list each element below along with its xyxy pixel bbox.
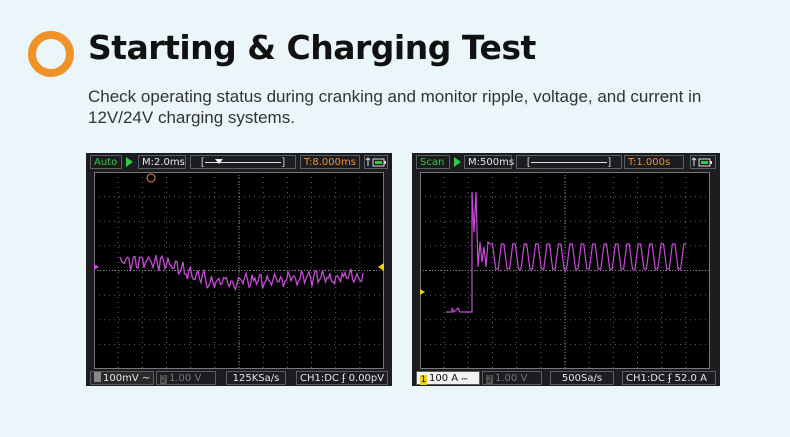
trigger-level: 0.00pV <box>348 373 385 384</box>
timebase-label[interactable]: M:2.0ms <box>138 155 186 169</box>
play-icon[interactable] <box>126 157 133 167</box>
ch2-scale-box[interactable]: 2 1.00 V <box>156 371 216 385</box>
sample-rate: 500Sa/s <box>550 371 614 385</box>
ac-coupling-icon: ~ <box>141 373 151 384</box>
scope-settings-bar: 1 100 A ⎓ 2 1.00 V 500Sa/s CH1:DC ʄ 52.0 A <box>412 370 720 386</box>
ch1-ground-marker-icon <box>420 289 425 295</box>
rising-edge-icon: ʄ <box>668 373 672 384</box>
scope-status-bar: Scan M:500ms [] T:1.000s <box>412 153 720 172</box>
usb-battery-status-icon <box>364 155 388 169</box>
scope-status-bar: Auto M:2.0ms [] T:8.000ms <box>86 153 392 172</box>
page-description: Check operating status during cranking a… <box>88 87 702 127</box>
usb-battery-status-icon <box>690 155 716 169</box>
memory-position-bar[interactable]: [] <box>190 155 296 169</box>
page-title: Starting & Charging Test <box>88 28 536 67</box>
trigger-time-label[interactable]: T:1.000s <box>624 155 684 169</box>
oscilloscope-screen-current: Scan M:500ms [] T:1.000s 1 100 A ⎓ 2 1.00 … <box>412 153 720 386</box>
timebase-label[interactable]: M:500ms <box>464 155 514 169</box>
oscilloscope-screen-ripple: Auto M:2.0ms [] T:8.000ms 100mV ~ 2 1.00 … <box>86 153 392 386</box>
rising-edge-icon: ʄ <box>342 373 346 384</box>
trigger-position-marker-icon <box>215 159 223 164</box>
trigger-marker-icon <box>146 173 156 183</box>
waveform-display[interactable] <box>420 172 710 369</box>
play-icon[interactable] <box>454 157 461 167</box>
ch2-scale: 1.00 V <box>495 373 528 384</box>
memory-position-bar[interactable]: [] <box>516 155 622 169</box>
ch1-ground-marker-icon <box>94 264 99 270</box>
trigger-level-marker-icon <box>378 263 384 271</box>
ch2-scale-box[interactable]: 2 1.00 V <box>482 371 542 385</box>
trigger-settings-box[interactable]: CH1:DC ʄ 0.00pV <box>296 371 388 385</box>
ch2-indicator: 2 <box>160 375 167 385</box>
run-mode-label[interactable]: Scan <box>416 155 450 169</box>
ch2-indicator: 2 <box>486 375 493 385</box>
ch1-indicator: 1 <box>420 375 427 385</box>
trigger-source: CH1:DC <box>626 373 665 384</box>
ch1-scale-box[interactable]: 1 100 A ⎓ <box>416 371 480 385</box>
current-trace <box>446 191 687 314</box>
ch1-scale-box[interactable]: 100mV ~ <box>90 371 154 385</box>
dc-coupling-icon: ⎓ <box>461 374 468 383</box>
run-mode-label[interactable]: Auto <box>90 155 122 169</box>
ch1-scale: 100mV <box>103 373 139 384</box>
ripple-trace <box>119 254 364 292</box>
trigger-settings-box[interactable]: CH1:DC ʄ 52.0 A <box>622 371 716 385</box>
ch1-indicator-icon <box>94 372 101 382</box>
ch1-scale: 100 A <box>429 373 459 384</box>
scope-settings-bar: 100mV ~ 2 1.00 V 125KSa/s CH1:DC ʄ 0.00pV <box>86 370 392 386</box>
waveform-display[interactable] <box>94 172 384 369</box>
ch2-scale: 1.00 V <box>169 373 202 384</box>
section-icon <box>28 31 74 77</box>
trigger-time-label[interactable]: T:8.000ms <box>300 155 360 169</box>
trigger-level: 52.0 A <box>674 373 707 384</box>
sample-rate: 125KSa/s <box>226 371 286 385</box>
trigger-source: CH1:DC <box>300 373 339 384</box>
